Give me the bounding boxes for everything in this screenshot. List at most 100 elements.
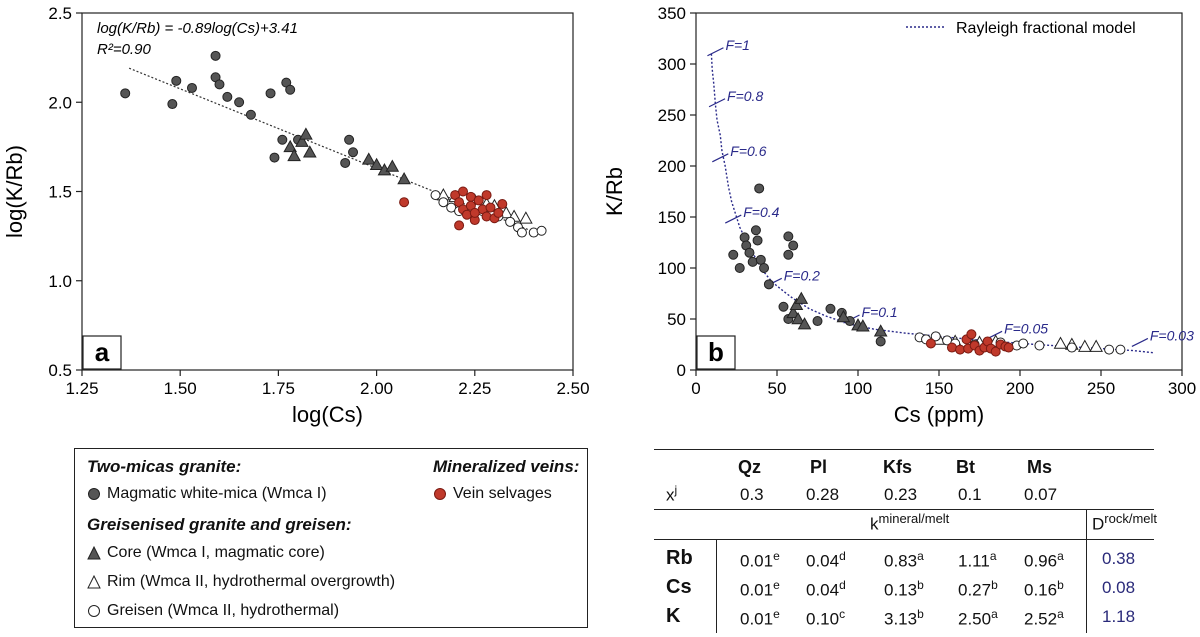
data-point (825, 303, 836, 314)
table-cell: 2.50a (958, 607, 998, 630)
data-point (361, 152, 376, 165)
table-cell: 0.01e (740, 549, 780, 572)
table-cell: 0.96a (1024, 549, 1064, 572)
table-cell-value: 0.04 (806, 580, 840, 600)
data-point (1115, 344, 1126, 355)
data-point (369, 157, 384, 171)
data-point (399, 197, 410, 208)
y-tick-label: 0 (677, 361, 686, 380)
data-point (778, 301, 789, 312)
table-cell-value: 0.04 (806, 551, 840, 571)
data-point (783, 231, 794, 242)
f-label: F=0.2 (784, 267, 820, 283)
data-point (750, 225, 761, 236)
data-point (493, 207, 504, 218)
data-point (214, 79, 225, 90)
data-point (397, 171, 411, 185)
data-point (167, 99, 178, 110)
y-tick-label: 50 (667, 310, 686, 329)
y-axis-label: log(K/Rb) (2, 145, 27, 238)
open-triangle-icon (87, 575, 101, 589)
legend-vein-label: Vein selvages (453, 485, 552, 502)
table-cell: 0.10c (806, 607, 845, 630)
y-tick-label: 0.5 (48, 361, 72, 380)
legend-item-core: Core (Wmca I, magmatic core) (87, 544, 325, 562)
table-xj-kfs: 0.23 (884, 485, 918, 504)
table-cell-value: 0.16 (1024, 580, 1058, 600)
table-row-label: Rb (666, 547, 693, 569)
data-point (269, 152, 280, 163)
y-tick-label: 350 (658, 4, 686, 23)
table-cell-value: 0.27 (958, 580, 992, 600)
table-header-qz: Qz (738, 457, 762, 477)
legend-greisen-label: Greisen (Wmca II, hydrothermal) (107, 602, 340, 619)
table-cell: 0.01e (740, 578, 780, 601)
y-axis-label: K/Rb (602, 167, 627, 216)
data-point (344, 134, 355, 145)
table-cell-ref: b (991, 578, 998, 592)
y-tick-label: 2.0 (48, 93, 72, 112)
table-xj-pl: 0.28 (806, 485, 840, 504)
data-point (348, 147, 359, 158)
xj-base: x (666, 485, 675, 505)
data-point (458, 186, 469, 197)
table-cell: 2.52a (1024, 607, 1064, 630)
f-label: F=1 (725, 37, 750, 53)
y-tick-label: 1.0 (48, 272, 72, 291)
data-point (966, 329, 977, 340)
f-tick-mark (724, 214, 742, 224)
data-point (299, 127, 313, 140)
r-squared-label: R²=0.90 (97, 41, 151, 58)
data-point (734, 263, 745, 273)
data-point (763, 279, 774, 290)
table-cell-ref: a (917, 549, 924, 563)
table-cell-ref: e (773, 549, 780, 563)
panel-label: a (95, 337, 110, 367)
model-legend-label: Rayleigh fractional model (956, 20, 1136, 37)
data-point (234, 97, 245, 108)
data-point (1053, 336, 1068, 349)
data-point (747, 256, 758, 267)
data-point (277, 134, 288, 145)
y-tick-label: 1.5 (48, 183, 72, 202)
x-tick-label: 2.25 (458, 379, 491, 398)
data-point (120, 88, 131, 99)
data-point (946, 342, 957, 353)
table-cell-ref: a (1057, 549, 1064, 563)
table-cell: 1.11a (958, 549, 997, 572)
data-point (481, 190, 492, 201)
table-cell-value: 0.83 (884, 551, 918, 571)
data-point (1104, 344, 1115, 355)
table-cell-value: 0.10 (806, 609, 840, 629)
panel-label: b (708, 337, 724, 367)
regression-equation: log(K/Rb) = -0.89log(Cs)+3.41 (97, 20, 298, 37)
table-row-label: K (666, 605, 681, 627)
table-cell: 0.27b (958, 578, 998, 601)
x-tick-label: 1.25 (65, 379, 98, 398)
x-tick-label: 1.75 (262, 379, 295, 398)
data-point (990, 346, 1001, 357)
legend-item-greisen: Greisen (Wmca II, hydrothermal) (87, 602, 339, 620)
chart-b: 0 50 100 150 200 250 300 0 50 100 150 200 250 300 350 C… (602, 4, 1196, 427)
data-point (1003, 342, 1014, 353)
table-cell-ref: a (1057, 607, 1064, 621)
data-point (728, 249, 739, 260)
x-tick-label: 250 (1087, 379, 1115, 398)
data-point (783, 249, 794, 260)
legend-box: Two-micas granite: Magmatic white-mica (… (74, 448, 588, 628)
table-cell: 0.13b (884, 578, 924, 601)
table-cell: 0.04d (806, 549, 846, 572)
data-point (789, 297, 804, 311)
data-point (1066, 342, 1077, 353)
data-point (285, 84, 296, 95)
table-d-header: Drock/melt (1092, 511, 1157, 535)
f-label: F=0.8 (727, 88, 763, 104)
x-tick-label: 2.00 (360, 379, 393, 398)
data-point (283, 139, 298, 153)
d-sup: rock/melt (1104, 511, 1158, 526)
data-point (222, 91, 233, 102)
f-tick-mark (708, 98, 726, 108)
table-cell-value: 0.96 (1024, 551, 1058, 571)
table-row-label: Cs (666, 576, 692, 598)
table-cell-ref: a (991, 607, 998, 621)
